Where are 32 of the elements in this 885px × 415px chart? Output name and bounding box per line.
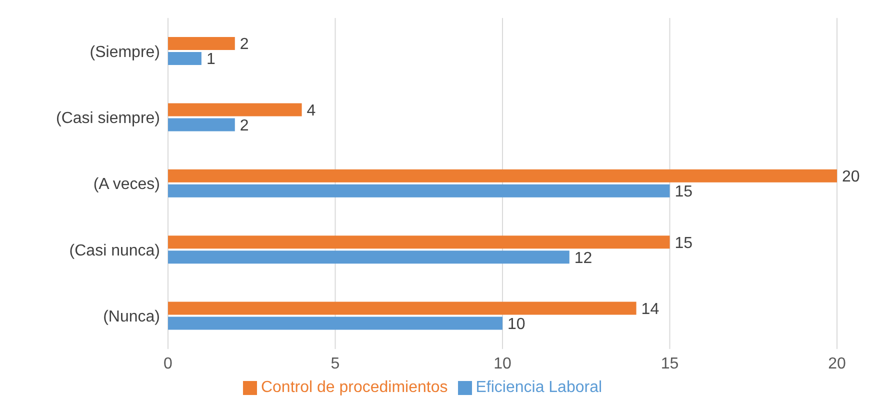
- data-label: 2: [240, 117, 249, 134]
- bar: [168, 236, 670, 249]
- bar: [168, 118, 235, 132]
- data-label: 2: [240, 36, 249, 54]
- bar: [168, 37, 235, 50]
- x-tick-label: 15: [660, 355, 679, 372]
- data-label: 4: [306, 102, 316, 120]
- y-tick-label: (Siempre): [90, 44, 160, 61]
- bar: [168, 169, 837, 182]
- bar: [168, 250, 570, 264]
- bar: [168, 316, 502, 330]
- y-tick-label: (Nunca): [103, 308, 160, 326]
- bar: [168, 52, 202, 65]
- y-tick-label: (Casi nunca): [69, 242, 160, 260]
- x-tick-label: 5: [330, 355, 340, 372]
- legend-label: Eficiencia Laboral: [476, 379, 602, 396]
- data-label: 12: [574, 250, 592, 267]
- data-label: 20: [842, 168, 860, 186]
- data-label: 1: [206, 51, 216, 68]
- legend-label: Control de procedimientos: [260, 379, 448, 396]
- data-label: 15: [674, 234, 693, 252]
- y-tick-label: (Casi siempre): [56, 110, 160, 127]
- x-tick-label: 0: [164, 355, 173, 372]
- data-label: 15: [674, 184, 693, 201]
- x-tick-label: 20: [828, 355, 846, 372]
- data-label: 14: [641, 300, 660, 318]
- bar: [168, 302, 636, 315]
- bar: [168, 103, 302, 116]
- x-tick-label: 10: [494, 355, 512, 372]
- data-label: 10: [508, 316, 526, 333]
- y-tick-label: (A veces): [93, 176, 160, 194]
- bar: [168, 184, 670, 198]
